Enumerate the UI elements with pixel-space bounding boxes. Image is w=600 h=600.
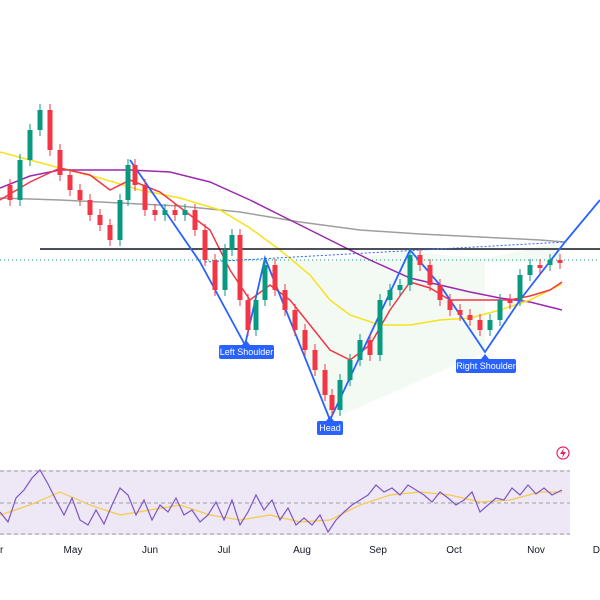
- candle-body: [427, 265, 433, 285]
- candle-body: [262, 265, 268, 300]
- right-shoulder-label: Right Shoulder: [456, 361, 516, 371]
- candle-body: [237, 235, 243, 300]
- candle-body: [467, 315, 473, 320]
- candle-body: [47, 110, 53, 150]
- candle-body: [527, 265, 533, 275]
- candle-body: [245, 300, 251, 330]
- candle-body: [417, 255, 423, 265]
- candle-body: [67, 175, 73, 190]
- candle-body: [132, 165, 138, 185]
- right-shoulder-tag: Right Shoulder: [456, 354, 516, 373]
- candle-body: [347, 360, 353, 380]
- candle-body: [517, 275, 523, 300]
- candle-body: [162, 210, 168, 215]
- candle-body: [222, 250, 228, 290]
- candle-body: [229, 235, 235, 250]
- x-tick-label: Jul: [218, 545, 231, 556]
- candle-body: [192, 210, 198, 230]
- candle-body: [77, 190, 83, 200]
- candle-body: [117, 200, 123, 240]
- flash-circle-icon[interactable]: [556, 446, 570, 460]
- ma-fast-line: [0, 167, 563, 361]
- candle-body: [182, 210, 188, 215]
- candle-body: [312, 350, 318, 370]
- candle-body: [172, 210, 178, 215]
- candle-body: [97, 215, 103, 225]
- candle-body: [7, 185, 13, 200]
- candle-body: [487, 320, 493, 330]
- candle-body: [547, 260, 553, 265]
- candle-body: [407, 255, 413, 285]
- candle-body: [329, 395, 335, 410]
- candle-body: [125, 165, 131, 200]
- candle-body: [447, 300, 453, 310]
- candle-body: [322, 370, 328, 395]
- ma-long-line: [0, 197, 566, 243]
- candle-body: [152, 210, 158, 215]
- candle-body: [337, 380, 343, 410]
- candles-group: [7, 104, 563, 416]
- candle-body: [212, 260, 218, 290]
- candle-body: [367, 340, 373, 355]
- candle-body: [202, 230, 208, 260]
- x-tick-label: Nov: [527, 545, 545, 556]
- ma-slow-line: [0, 169, 563, 311]
- candle-body: [282, 290, 288, 310]
- candle-body: [292, 310, 298, 330]
- x-tick-label: Aug: [293, 545, 311, 556]
- left-shoulder-label: Left Shoulder: [220, 347, 274, 357]
- candle-body: [507, 300, 513, 303]
- x-tick-label: May: [64, 545, 83, 556]
- x-axis: r May Jun Jul Aug Sep Oct Nov D: [0, 545, 600, 556]
- x-tick-label: Oct: [446, 545, 462, 556]
- candle-body: [142, 185, 148, 210]
- candle-body: [357, 340, 363, 360]
- x-tick-label: r: [0, 545, 4, 556]
- candle-body: [387, 290, 393, 300]
- candle-body: [537, 265, 543, 268]
- x-tick-label: Sep: [369, 545, 387, 556]
- candle-body: [87, 200, 93, 215]
- candle-body: [457, 310, 463, 315]
- candle-body: [497, 300, 503, 320]
- candle-body: [377, 300, 383, 355]
- candle-body: [107, 225, 113, 240]
- candle-body: [557, 260, 563, 263]
- rsi-line: [0, 469, 563, 534]
- x-tick-label: Jun: [142, 545, 158, 556]
- candle-body: [272, 265, 278, 290]
- candle-body: [27, 130, 33, 160]
- candle-body: [253, 300, 259, 330]
- left-shoulder-tag: Left Shoulder: [219, 340, 274, 359]
- candle-body: [477, 320, 483, 330]
- candle-body: [437, 285, 443, 300]
- head-tag: Head: [317, 416, 343, 435]
- candle-body: [57, 150, 63, 175]
- x-tick-label: D: [593, 545, 600, 556]
- candle-body: [37, 110, 43, 130]
- candle-body: [302, 330, 308, 350]
- candle-body: [17, 160, 23, 200]
- candle-body: [397, 285, 403, 290]
- head-label: Head: [319, 423, 341, 433]
